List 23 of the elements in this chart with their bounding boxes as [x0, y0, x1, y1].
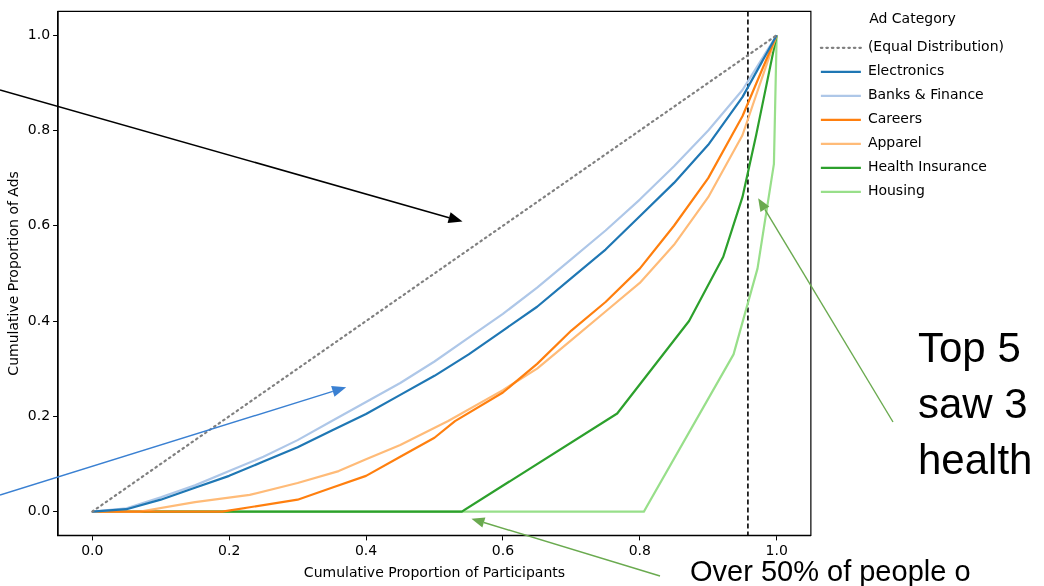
y-tick-label: 0.8 [27, 121, 51, 138]
x-tick-label: 0.8 [628, 542, 651, 559]
legend-label: Health Insurance [867, 158, 987, 175]
y-tick-label: 0.6 [27, 216, 51, 233]
x-tick-label: 1.0 [765, 542, 788, 559]
y-tick-label: 0.4 [27, 311, 51, 328]
x-tick-label: 0.0 [81, 542, 104, 559]
y-tick-label: 1.0 [27, 25, 51, 42]
legend-label: Electronics [867, 62, 945, 79]
x-tick-label: 0.2 [218, 542, 241, 559]
x-tick-label: 0.4 [354, 542, 378, 559]
y-axis-title: Cumulative Proportion of Ads [5, 171, 22, 376]
legend-title: Ad Category [869, 9, 956, 26]
y-tick-label: 0.0 [27, 502, 51, 519]
legend-label: Apparel [867, 134, 922, 151]
text: Top 5 saw 3 health [918, 324, 1033, 483]
y-tick-label: 0.2 [27, 406, 51, 423]
legend-label: Banks & Finance [867, 86, 984, 103]
legend-label: Careers [867, 110, 922, 127]
legend-label: (Equal Distribution) [867, 38, 1004, 55]
x-axis-title: Cumulative Proportion of Participants [303, 564, 566, 581]
legend-label: Housing [867, 182, 925, 199]
x-tick-label: 0.6 [491, 542, 515, 559]
